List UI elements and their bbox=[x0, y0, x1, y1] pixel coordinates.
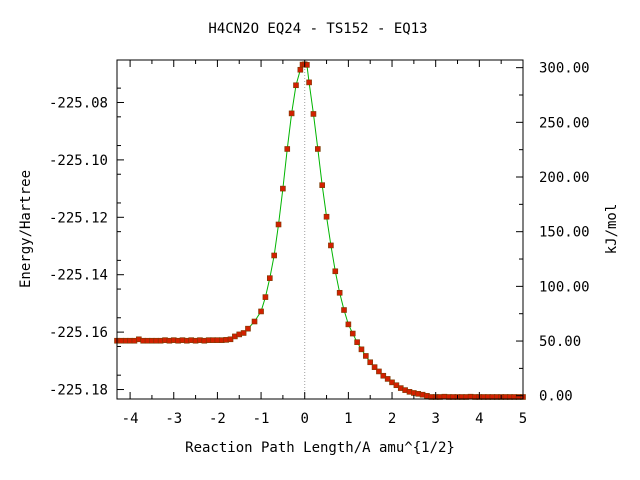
data-point bbox=[367, 359, 374, 366]
data-point bbox=[245, 325, 251, 332]
data-point bbox=[288, 110, 295, 117]
energy-curve bbox=[117, 63, 523, 398]
chart-title: H4CN2O EQ24 - TS152 - EQ13 bbox=[208, 21, 427, 37]
data-point bbox=[358, 346, 365, 353]
data-point bbox=[341, 307, 347, 313]
y-right-tick-label: 0.00 bbox=[539, 389, 573, 405]
data-point bbox=[275, 221, 282, 228]
data-point bbox=[280, 185, 286, 192]
data-point bbox=[393, 382, 400, 389]
data-point bbox=[336, 289, 343, 296]
data-point bbox=[380, 372, 387, 379]
data-point bbox=[258, 308, 264, 315]
data-point bbox=[376, 368, 382, 375]
data-point bbox=[293, 82, 299, 89]
x-tick-label: 3 bbox=[431, 411, 439, 427]
x-tick-label: -2 bbox=[209, 411, 226, 427]
data-point bbox=[284, 146, 291, 152]
data-point bbox=[354, 339, 360, 345]
y-axis-label-left: Energy/Hartree bbox=[18, 170, 34, 288]
y-left-tick-label: -225.12 bbox=[49, 210, 108, 226]
data-point bbox=[319, 182, 325, 188]
data-point bbox=[349, 330, 356, 337]
x-tick-label: 4 bbox=[475, 411, 483, 427]
data-point bbox=[271, 252, 277, 259]
data-point bbox=[297, 66, 304, 73]
y-left-tick-label: -225.16 bbox=[49, 325, 108, 341]
y-left-tick-label: -225.08 bbox=[49, 95, 108, 111]
data-point bbox=[227, 336, 234, 343]
data-point bbox=[328, 242, 334, 249]
x-tick-label: -1 bbox=[253, 411, 270, 427]
y-right-tick-label: 200.00 bbox=[539, 170, 590, 186]
y-right-tick-label: 250.00 bbox=[539, 115, 590, 131]
curve-layer bbox=[117, 63, 523, 398]
data-point bbox=[332, 268, 339, 275]
x-tick-label: 0 bbox=[301, 411, 309, 427]
data-point bbox=[384, 376, 391, 382]
y-left-tick-label: -225.14 bbox=[49, 268, 108, 284]
data-point bbox=[310, 111, 317, 117]
x-tick-label: 2 bbox=[388, 411, 396, 427]
y-left-tick-label: -225.10 bbox=[49, 153, 108, 169]
y-right-tick-label: 300.00 bbox=[539, 61, 590, 77]
data-point bbox=[315, 146, 321, 152]
data-point bbox=[266, 275, 273, 281]
y-left-tick-label: -225.18 bbox=[49, 383, 108, 399]
y-right-tick-label: 150.00 bbox=[539, 225, 590, 241]
x-tick-label: 1 bbox=[344, 411, 352, 427]
x-tick-label: 5 bbox=[519, 411, 527, 427]
data-point bbox=[389, 379, 395, 386]
x-axis-label: Reaction Path Length/A amu^{1/2} bbox=[185, 440, 455, 456]
data-point bbox=[363, 353, 369, 359]
plot-frame bbox=[116, 59, 524, 400]
axis-ticks bbox=[117, 60, 524, 399]
data-point bbox=[323, 213, 330, 220]
data-point bbox=[240, 330, 247, 336]
x-tick-label: -3 bbox=[165, 411, 182, 427]
y-right-tick-label: 50.00 bbox=[539, 334, 581, 350]
data-points bbox=[114, 61, 526, 400]
data-point bbox=[371, 364, 378, 370]
data-point bbox=[306, 79, 312, 86]
tick-labels: -4 -3 -2 -1 0 1 2 3 4 5 -225.08 -225.10 -225.12 -225.… bbox=[49, 61, 590, 427]
data-point bbox=[262, 294, 269, 300]
y-right-tick-label: 100.00 bbox=[539, 279, 590, 295]
data-point bbox=[345, 321, 352, 328]
y-axis-label-right: kJ/mol bbox=[604, 204, 620, 255]
x-tick-label: -4 bbox=[122, 411, 139, 427]
data-point bbox=[251, 318, 258, 325]
